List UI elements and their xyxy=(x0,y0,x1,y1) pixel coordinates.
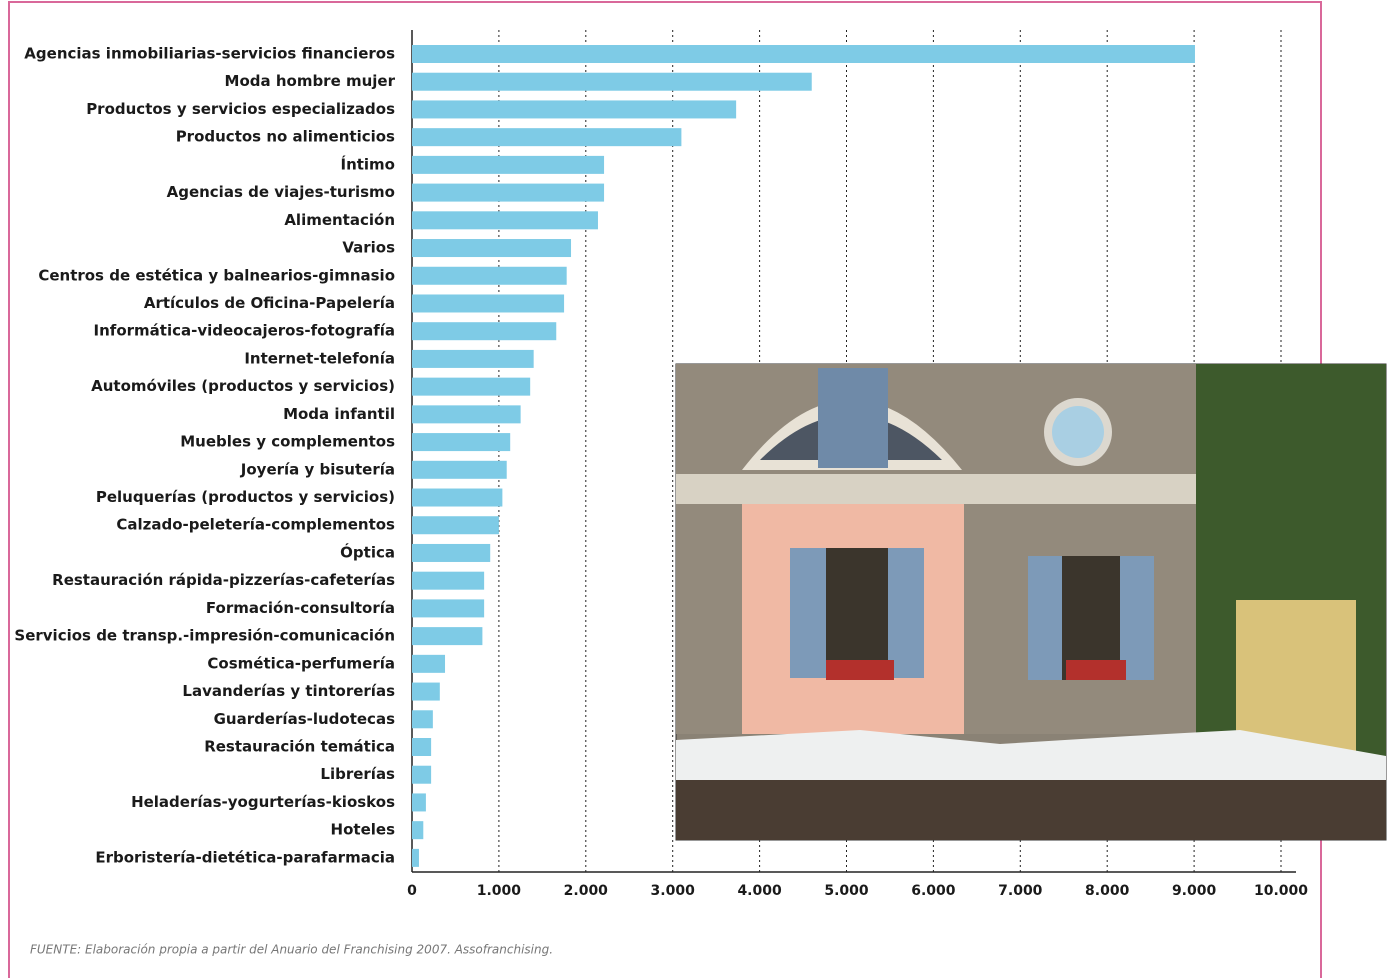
bar xyxy=(412,793,426,811)
y-tick-label: Peluquerías (productos y servicios) xyxy=(96,488,395,506)
x-tick-label: 3.000 xyxy=(651,883,696,899)
y-tick-label: Artículos de Oficina-Papelería xyxy=(144,294,395,312)
y-tick-label: Restauración temática xyxy=(204,738,395,756)
x-tick-label: 8.000 xyxy=(1085,883,1130,899)
y-tick-label: Servicios de transp.-impresión-comunicac… xyxy=(14,627,395,645)
photo xyxy=(676,364,1386,840)
bar xyxy=(412,627,482,645)
bar xyxy=(412,821,423,839)
bar xyxy=(412,405,521,423)
bar xyxy=(412,239,571,257)
bar xyxy=(412,433,510,451)
y-tick-label: Erboristería-dietética-parafarmacia xyxy=(95,848,395,866)
x-tick-label: 7.000 xyxy=(998,883,1043,899)
y-tick-label: Agencias inmobiliarias-servicios financi… xyxy=(24,45,395,63)
bar xyxy=(412,267,567,285)
y-tick-label: Agencias de viajes-turismo xyxy=(167,183,395,201)
x-tick-label: 5.000 xyxy=(824,883,869,899)
bar xyxy=(412,849,419,867)
y-tick-label: Lavanderías y tintorerías xyxy=(182,682,395,700)
bar xyxy=(412,489,502,507)
bar xyxy=(412,350,534,368)
bar xyxy=(412,100,736,118)
y-tick-label: Muebles y complementos xyxy=(180,433,395,451)
bar xyxy=(412,184,604,202)
y-tick-label: Automóviles (productos y servicios) xyxy=(91,377,395,395)
x-tick-label: 6.000 xyxy=(911,883,956,899)
y-tick-label: Centros de estética y balnearios-gimnasi… xyxy=(38,266,395,284)
y-tick-label: Guarderías-ludotecas xyxy=(214,710,395,728)
y-tick-label: Íntimo xyxy=(340,154,395,173)
x-tick-label: 2.000 xyxy=(564,883,609,899)
bar xyxy=(412,738,431,756)
y-tick-label: Óptica xyxy=(340,542,395,561)
y-tick-label: Informática-videocajeros-fotografía xyxy=(94,322,395,340)
bar xyxy=(412,710,433,728)
bar xyxy=(412,599,484,617)
x-tick-label: 9.000 xyxy=(1172,883,1217,899)
bar xyxy=(412,378,530,396)
y-tick-label: Moda hombre mujer xyxy=(225,72,396,90)
bar xyxy=(412,461,507,479)
bar xyxy=(412,211,598,229)
bar xyxy=(412,128,681,146)
y-tick-label: Varios xyxy=(342,239,395,257)
x-tick-label: 10.000 xyxy=(1254,883,1308,899)
y-tick-label: Moda infantil xyxy=(283,405,395,423)
y-tick-label: Calzado-peletería-complementos xyxy=(116,516,395,534)
y-tick-label: Heladerías-yogurterías-kioskos xyxy=(131,793,395,811)
bar xyxy=(412,322,556,340)
y-tick-label: Joyería y bisutería xyxy=(240,460,395,478)
y-tick-label: Librerías xyxy=(320,765,395,783)
bar xyxy=(412,294,564,312)
y-tick-label: Productos no alimenticios xyxy=(176,128,395,146)
chart: 0 1.000 2.000 3.000 4.000 5.000 6.000 7.000 8.00… xyxy=(0,0,1388,978)
x-tick-label: 0 xyxy=(407,883,417,899)
x-tick-label: 4.000 xyxy=(737,883,782,899)
y-tick-label: Hoteles xyxy=(331,821,396,839)
y-tick-label: Formación-consultoría xyxy=(206,599,395,617)
bar xyxy=(412,45,1195,63)
bar xyxy=(412,655,445,673)
bar xyxy=(412,572,484,590)
bar xyxy=(412,73,812,91)
bar xyxy=(412,766,431,784)
y-tick-label: Productos y servicios especializados xyxy=(86,100,395,118)
source-note: FUENTE: Elaboración propia a partir del … xyxy=(30,943,553,957)
y-tick-label: Cosmética-perfumería xyxy=(207,654,395,672)
x-tick-label: 1.000 xyxy=(477,883,522,899)
bar xyxy=(412,683,440,701)
y-tick-label: Restauración rápida-pizzerías-cafeterías xyxy=(52,571,395,589)
bar xyxy=(412,516,499,534)
bar xyxy=(412,544,490,562)
y-tick-label: Internet-telefonía xyxy=(244,349,395,367)
bar xyxy=(412,156,604,174)
y-tick-label: Alimentación xyxy=(284,211,395,229)
